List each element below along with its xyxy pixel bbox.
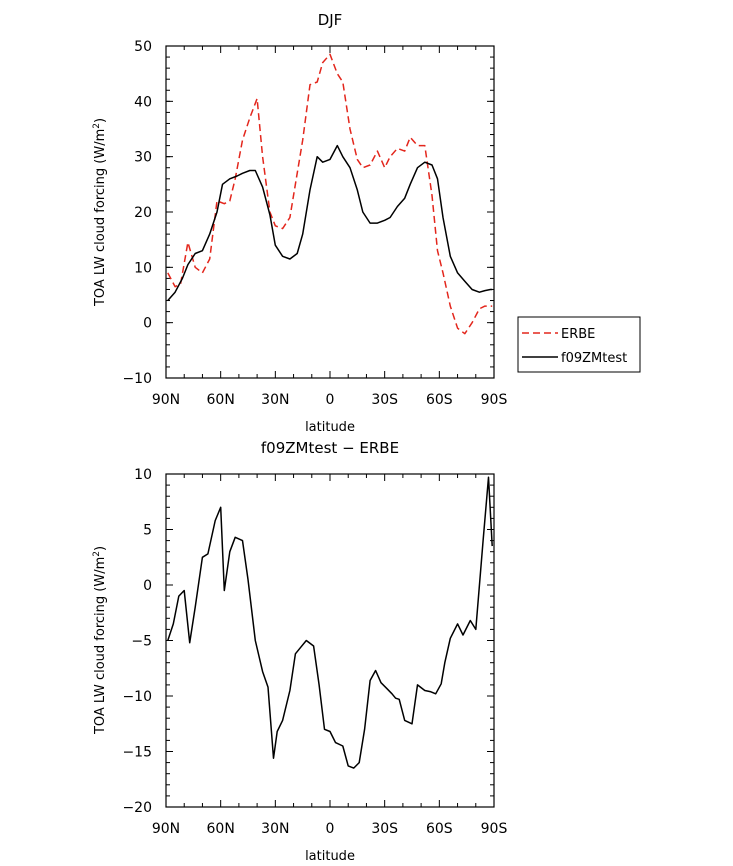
x-tick-label-bottom: 90S	[481, 821, 508, 837]
plot-frame-top	[165, 45, 495, 379]
series-line-erbe-top	[167, 53, 493, 335]
y-axis-label-top-close: )	[93, 118, 108, 123]
x-axis-label-bottom: latitude	[305, 849, 355, 864]
x-axis-label-top: latitude	[305, 420, 355, 435]
panel-bottom: f09ZMtest − ERBE 90N 60N 30N 0 30S 60S 90S 10 5 0…	[92, 439, 507, 864]
y-tick-label-bottom: −5	[131, 634, 152, 650]
x-tick-label-top: 60N	[207, 392, 235, 408]
plot-frame-bottom	[165, 473, 495, 808]
x-tick-label-top: 30N	[261, 392, 289, 408]
y-axis-label-bottom-close: )	[93, 546, 108, 551]
legend-model-label: f09ZMtest	[561, 351, 627, 366]
y-tick-label-bottom: −10	[122, 689, 152, 705]
legend-erbe-label: ERBE	[561, 327, 595, 342]
y-tick-label-top: 30	[134, 150, 152, 166]
panel-top: DJF 90N 60N 30N 0 30S 60S 90S 50 40 30 20 10 0 −10 la…	[92, 11, 507, 435]
x-tick-label-top: 60S	[426, 392, 453, 408]
series-line-f09zmtest-top	[167, 144, 493, 301]
y-axis-label-bottom-sup: 2	[92, 551, 102, 557]
y-axis-label-bottom-text: TOA LW cloud forcing (W/m	[93, 557, 108, 735]
x-tick-label-top: 30S	[371, 392, 398, 408]
y-tick-label-top: −10	[122, 371, 152, 387]
x-tick-label-bottom: 60S	[426, 821, 453, 837]
y-axis-label-top: TOA LW cloud forcing (W/m2)	[92, 118, 108, 307]
y-axis-label-top-text: TOA LW cloud forcing (W/m	[93, 129, 108, 307]
y-tick-label-top: 40	[134, 94, 152, 110]
y-tick-label-bottom: −15	[122, 745, 152, 761]
x-tick-label-top: 90N	[152, 392, 180, 408]
y-tick-label-top: 0	[143, 316, 152, 332]
y-axis-label-top-sup: 2	[92, 123, 102, 129]
y-tick-label-top: 10	[134, 260, 152, 276]
y-tick-label-bottom: −20	[122, 800, 152, 816]
x-tick-label-bottom: 0	[326, 821, 335, 837]
series-line-difference-bottom	[167, 476, 493, 769]
chart-title-bottom: f09ZMtest − ERBE	[261, 439, 399, 457]
legend: ERBE f09ZMtest	[517, 316, 641, 373]
y-tick-label-bottom: 5	[143, 523, 152, 539]
x-tick-label-bottom: 30S	[371, 821, 398, 837]
y-tick-label-bottom: 0	[143, 578, 152, 594]
y-tick-label-top: 50	[134, 39, 152, 55]
legend-box	[517, 316, 641, 373]
x-tick-label-top: 90S	[481, 392, 508, 408]
x-tick-label-bottom: 30N	[261, 821, 289, 837]
y-tick-label-bottom: 10	[134, 467, 152, 483]
chart-title-top: DJF	[318, 11, 343, 29]
x-tick-label-bottom: 90N	[152, 821, 180, 837]
y-axis-label-bottom: TOA LW cloud forcing (W/m2)	[92, 546, 108, 735]
x-tick-label-bottom: 60N	[207, 821, 235, 837]
x-tick-label-top: 0	[326, 392, 335, 408]
y-tick-label-top: 20	[134, 205, 152, 221]
